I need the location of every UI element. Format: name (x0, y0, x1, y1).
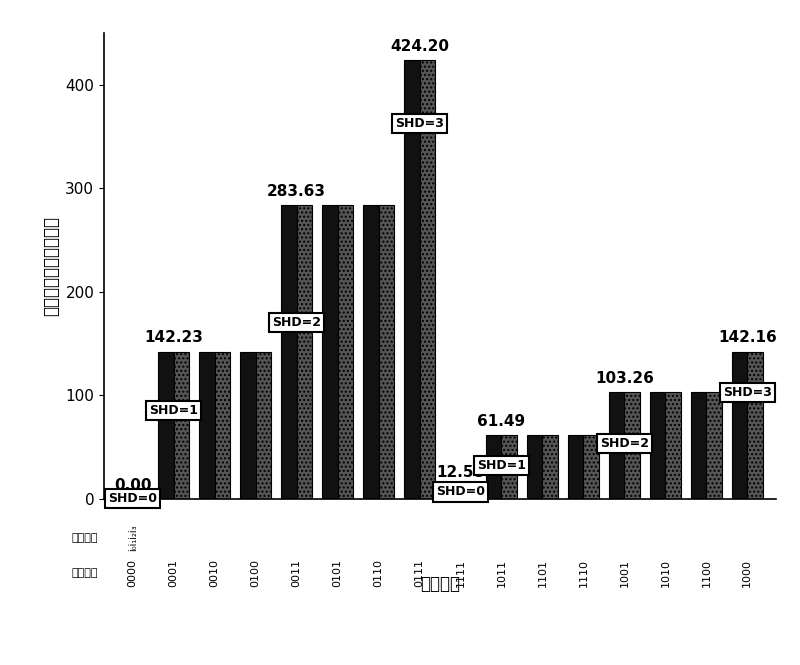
Bar (281, 205, 297, 499)
Text: 1100: 1100 (702, 559, 711, 587)
Text: 12.58: 12.58 (437, 465, 485, 479)
Text: 0000: 0000 (128, 559, 138, 587)
Text: 1001: 1001 (619, 559, 630, 587)
Text: 旁路输入: 旁路输入 (71, 533, 98, 543)
Text: SHD=1: SHD=1 (149, 404, 198, 417)
Bar (583, 435, 599, 499)
Text: SHD=0: SHD=0 (436, 485, 485, 499)
Text: 1110: 1110 (578, 559, 589, 587)
Bar (240, 352, 256, 499)
Bar (461, 485, 476, 499)
Text: 103.26: 103.26 (595, 370, 654, 386)
Bar (666, 392, 681, 499)
Text: 1011: 1011 (497, 559, 506, 587)
Text: SHD=0: SHD=0 (108, 492, 157, 505)
Text: 1111: 1111 (455, 559, 466, 587)
Bar (690, 392, 706, 499)
Text: 0.00: 0.00 (114, 477, 151, 493)
Text: SHD=2: SHD=2 (600, 437, 649, 450)
Bar (747, 352, 763, 499)
Text: 0010: 0010 (210, 559, 220, 587)
Text: SHD=1: SHD=1 (477, 459, 526, 472)
Bar (378, 205, 394, 499)
Bar (419, 60, 435, 499)
Text: 424.20: 424.20 (390, 39, 449, 54)
Bar (568, 435, 583, 499)
Bar (486, 435, 502, 499)
Text: 0011: 0011 (291, 559, 302, 587)
Text: SHD=3: SHD=3 (395, 117, 444, 130)
Text: 0110: 0110 (374, 559, 383, 587)
Bar (404, 60, 419, 499)
Text: 1010: 1010 (660, 559, 670, 587)
Text: 通路输入: 通路输入 (71, 568, 98, 579)
Bar (527, 435, 542, 499)
Bar (502, 435, 517, 499)
Bar (706, 392, 722, 499)
Bar (732, 352, 747, 499)
X-axis label: 输入向量: 输入向量 (420, 575, 460, 593)
Bar (542, 435, 558, 499)
Text: 142.16: 142.16 (718, 331, 777, 346)
Bar (363, 205, 378, 499)
Bar (199, 352, 214, 499)
Bar (256, 352, 271, 499)
Bar (214, 352, 230, 499)
Bar (650, 392, 666, 499)
Text: SHD=3: SHD=3 (723, 386, 772, 400)
Text: 142.23: 142.23 (144, 331, 203, 345)
Text: 1101: 1101 (538, 559, 547, 587)
Text: SHD=2: SHD=2 (272, 317, 321, 329)
Text: 283.63: 283.63 (267, 184, 326, 199)
Bar (624, 392, 640, 499)
Text: 0101: 0101 (333, 559, 342, 587)
Bar (338, 205, 353, 499)
Bar (445, 485, 461, 499)
Bar (297, 205, 312, 499)
Text: 1000: 1000 (742, 559, 752, 587)
Bar (322, 205, 338, 499)
Bar (174, 352, 190, 499)
Bar (609, 392, 624, 499)
Text: 0100: 0100 (250, 559, 261, 587)
Text: 61.49: 61.49 (478, 414, 526, 429)
Y-axis label: 旁路漏电功耗（纳瓦）: 旁路漏电功耗（纳瓦） (42, 216, 60, 316)
Text: 0111: 0111 (414, 559, 425, 587)
Bar (158, 352, 174, 499)
Text: 0001: 0001 (169, 559, 178, 587)
Text: i₀i₁i₂i₃: i₀i₁i₂i₃ (128, 525, 138, 551)
